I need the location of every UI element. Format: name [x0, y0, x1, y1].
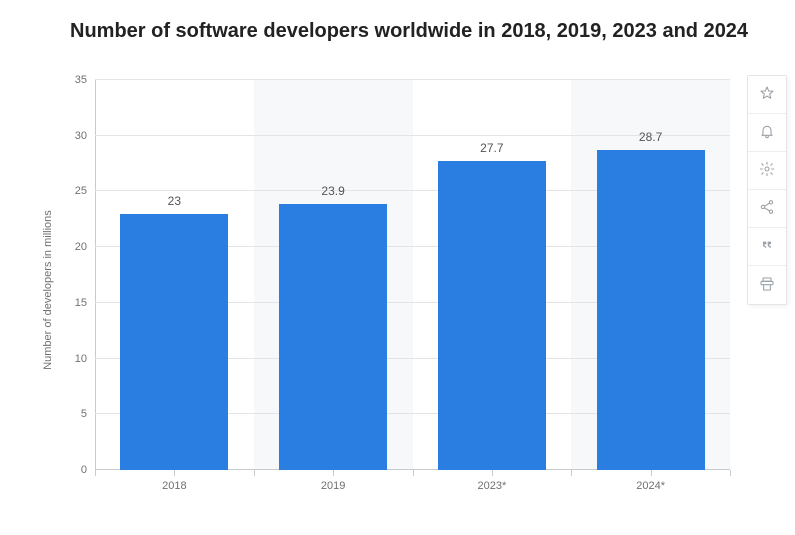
x-tick: [492, 470, 493, 476]
favorite-button[interactable]: [748, 76, 786, 114]
y-tick-label: 5: [67, 408, 87, 420]
alerts-button[interactable]: [748, 114, 786, 152]
x-tick-label: 2023*: [477, 480, 506, 492]
print-button[interactable]: [748, 266, 786, 304]
bar-value-label: 23.9: [321, 184, 344, 198]
x-tick: [95, 470, 96, 476]
x-tick-label: 2024*: [636, 480, 665, 492]
quote-icon: [759, 237, 775, 256]
bar[interactable]: 27.7: [438, 161, 546, 470]
y-tick-label: 30: [67, 130, 87, 142]
gridline: [95, 79, 730, 80]
cite-button[interactable]: [748, 228, 786, 266]
x-tick: [333, 470, 334, 476]
gridline: [95, 135, 730, 136]
x-tick: [413, 470, 414, 476]
bar[interactable]: 23: [120, 214, 228, 470]
bar[interactable]: 23.9: [279, 204, 387, 470]
bar-value-label: 28.7: [639, 130, 662, 144]
settings-button[interactable]: [748, 152, 786, 190]
x-tick: [651, 470, 652, 476]
y-tick-label: 10: [67, 353, 87, 365]
x-tick-label: 2019: [321, 480, 345, 492]
x-tick: [254, 470, 255, 476]
bar-value-label: 27.7: [480, 141, 503, 155]
y-tick-label: 25: [67, 185, 87, 197]
plot-area: 0510152025303523201823.9201927.72023*28.…: [95, 80, 730, 470]
y-tick-label: 35: [67, 74, 87, 86]
side-toolbar: [747, 75, 787, 305]
bell-icon: [759, 123, 775, 142]
chart-title: Number of software developers worldwide …: [70, 20, 748, 43]
y-axis-line: [95, 80, 96, 470]
y-tick-label: 15: [67, 297, 87, 309]
y-tick-label: 20: [67, 241, 87, 253]
star-icon: [759, 85, 775, 104]
x-tick: [571, 470, 572, 476]
x-tick: [174, 470, 175, 476]
x-tick: [730, 470, 731, 476]
bar[interactable]: 28.7: [597, 150, 705, 470]
x-tick-label: 2018: [162, 480, 186, 492]
print-icon: [759, 276, 775, 295]
gear-icon: [759, 161, 775, 180]
bar-value-label: 23: [168, 194, 181, 208]
share-button[interactable]: [748, 190, 786, 228]
chart-container: Number of developers in millions 0510152…: [0, 60, 745, 520]
y-axis-title: Number of developers in millions: [42, 210, 54, 370]
share-icon: [759, 199, 775, 218]
y-tick-label: 0: [67, 464, 87, 476]
